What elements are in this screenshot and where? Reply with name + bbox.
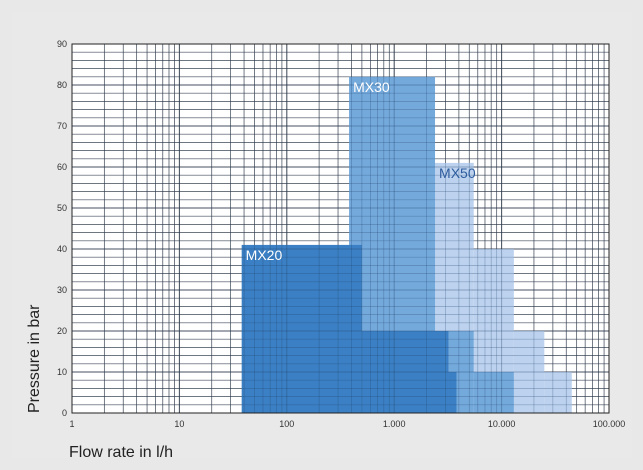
y-tick-label: 20 xyxy=(57,326,67,336)
series-label-mx30: MX30 xyxy=(353,79,390,95)
x-tick-label: 1.000 xyxy=(383,419,406,429)
series-label-mx20: MX20 xyxy=(246,247,283,263)
y-tick-label: 0 xyxy=(62,408,67,418)
range-block-mx50 xyxy=(513,331,545,413)
x-axis-title: Flow rate in l/h xyxy=(69,444,173,461)
y-tick-label: 80 xyxy=(57,80,67,90)
x-tick-label: 10.000 xyxy=(488,419,516,429)
y-tick-label: 40 xyxy=(57,244,67,254)
y-tick-label: 60 xyxy=(57,162,67,172)
ticks: 0 10 20 30 40 50 60 70 80 90 1 10 100 1.000 10.000 100.… xyxy=(57,39,625,429)
y-tick-label: 70 xyxy=(57,121,67,131)
y-tick-label: 30 xyxy=(57,285,67,295)
x-tick-label: 1 xyxy=(69,419,74,429)
y-tick-label: 90 xyxy=(57,39,67,49)
x-tick-label: 100 xyxy=(279,419,294,429)
y-axis-title: Pressure in bar xyxy=(26,304,43,413)
range-block-mx20 xyxy=(241,244,362,413)
range-block-mx30 xyxy=(473,372,514,413)
series-label-mx50: MX50 xyxy=(439,165,476,181)
range-block-mx50 xyxy=(544,372,572,413)
x-tick-label: 100.000 xyxy=(593,419,626,429)
range-block-mx20 xyxy=(361,331,449,413)
y-tick-label: 10 xyxy=(57,367,67,377)
x-tick-label: 10 xyxy=(174,419,184,429)
region-labels: MX50 MX30 MX20 xyxy=(246,79,476,263)
y-tick-label: 50 xyxy=(57,203,67,213)
regions xyxy=(241,76,572,414)
plot-frame xyxy=(71,43,610,414)
range-block-mx20 xyxy=(448,372,457,413)
